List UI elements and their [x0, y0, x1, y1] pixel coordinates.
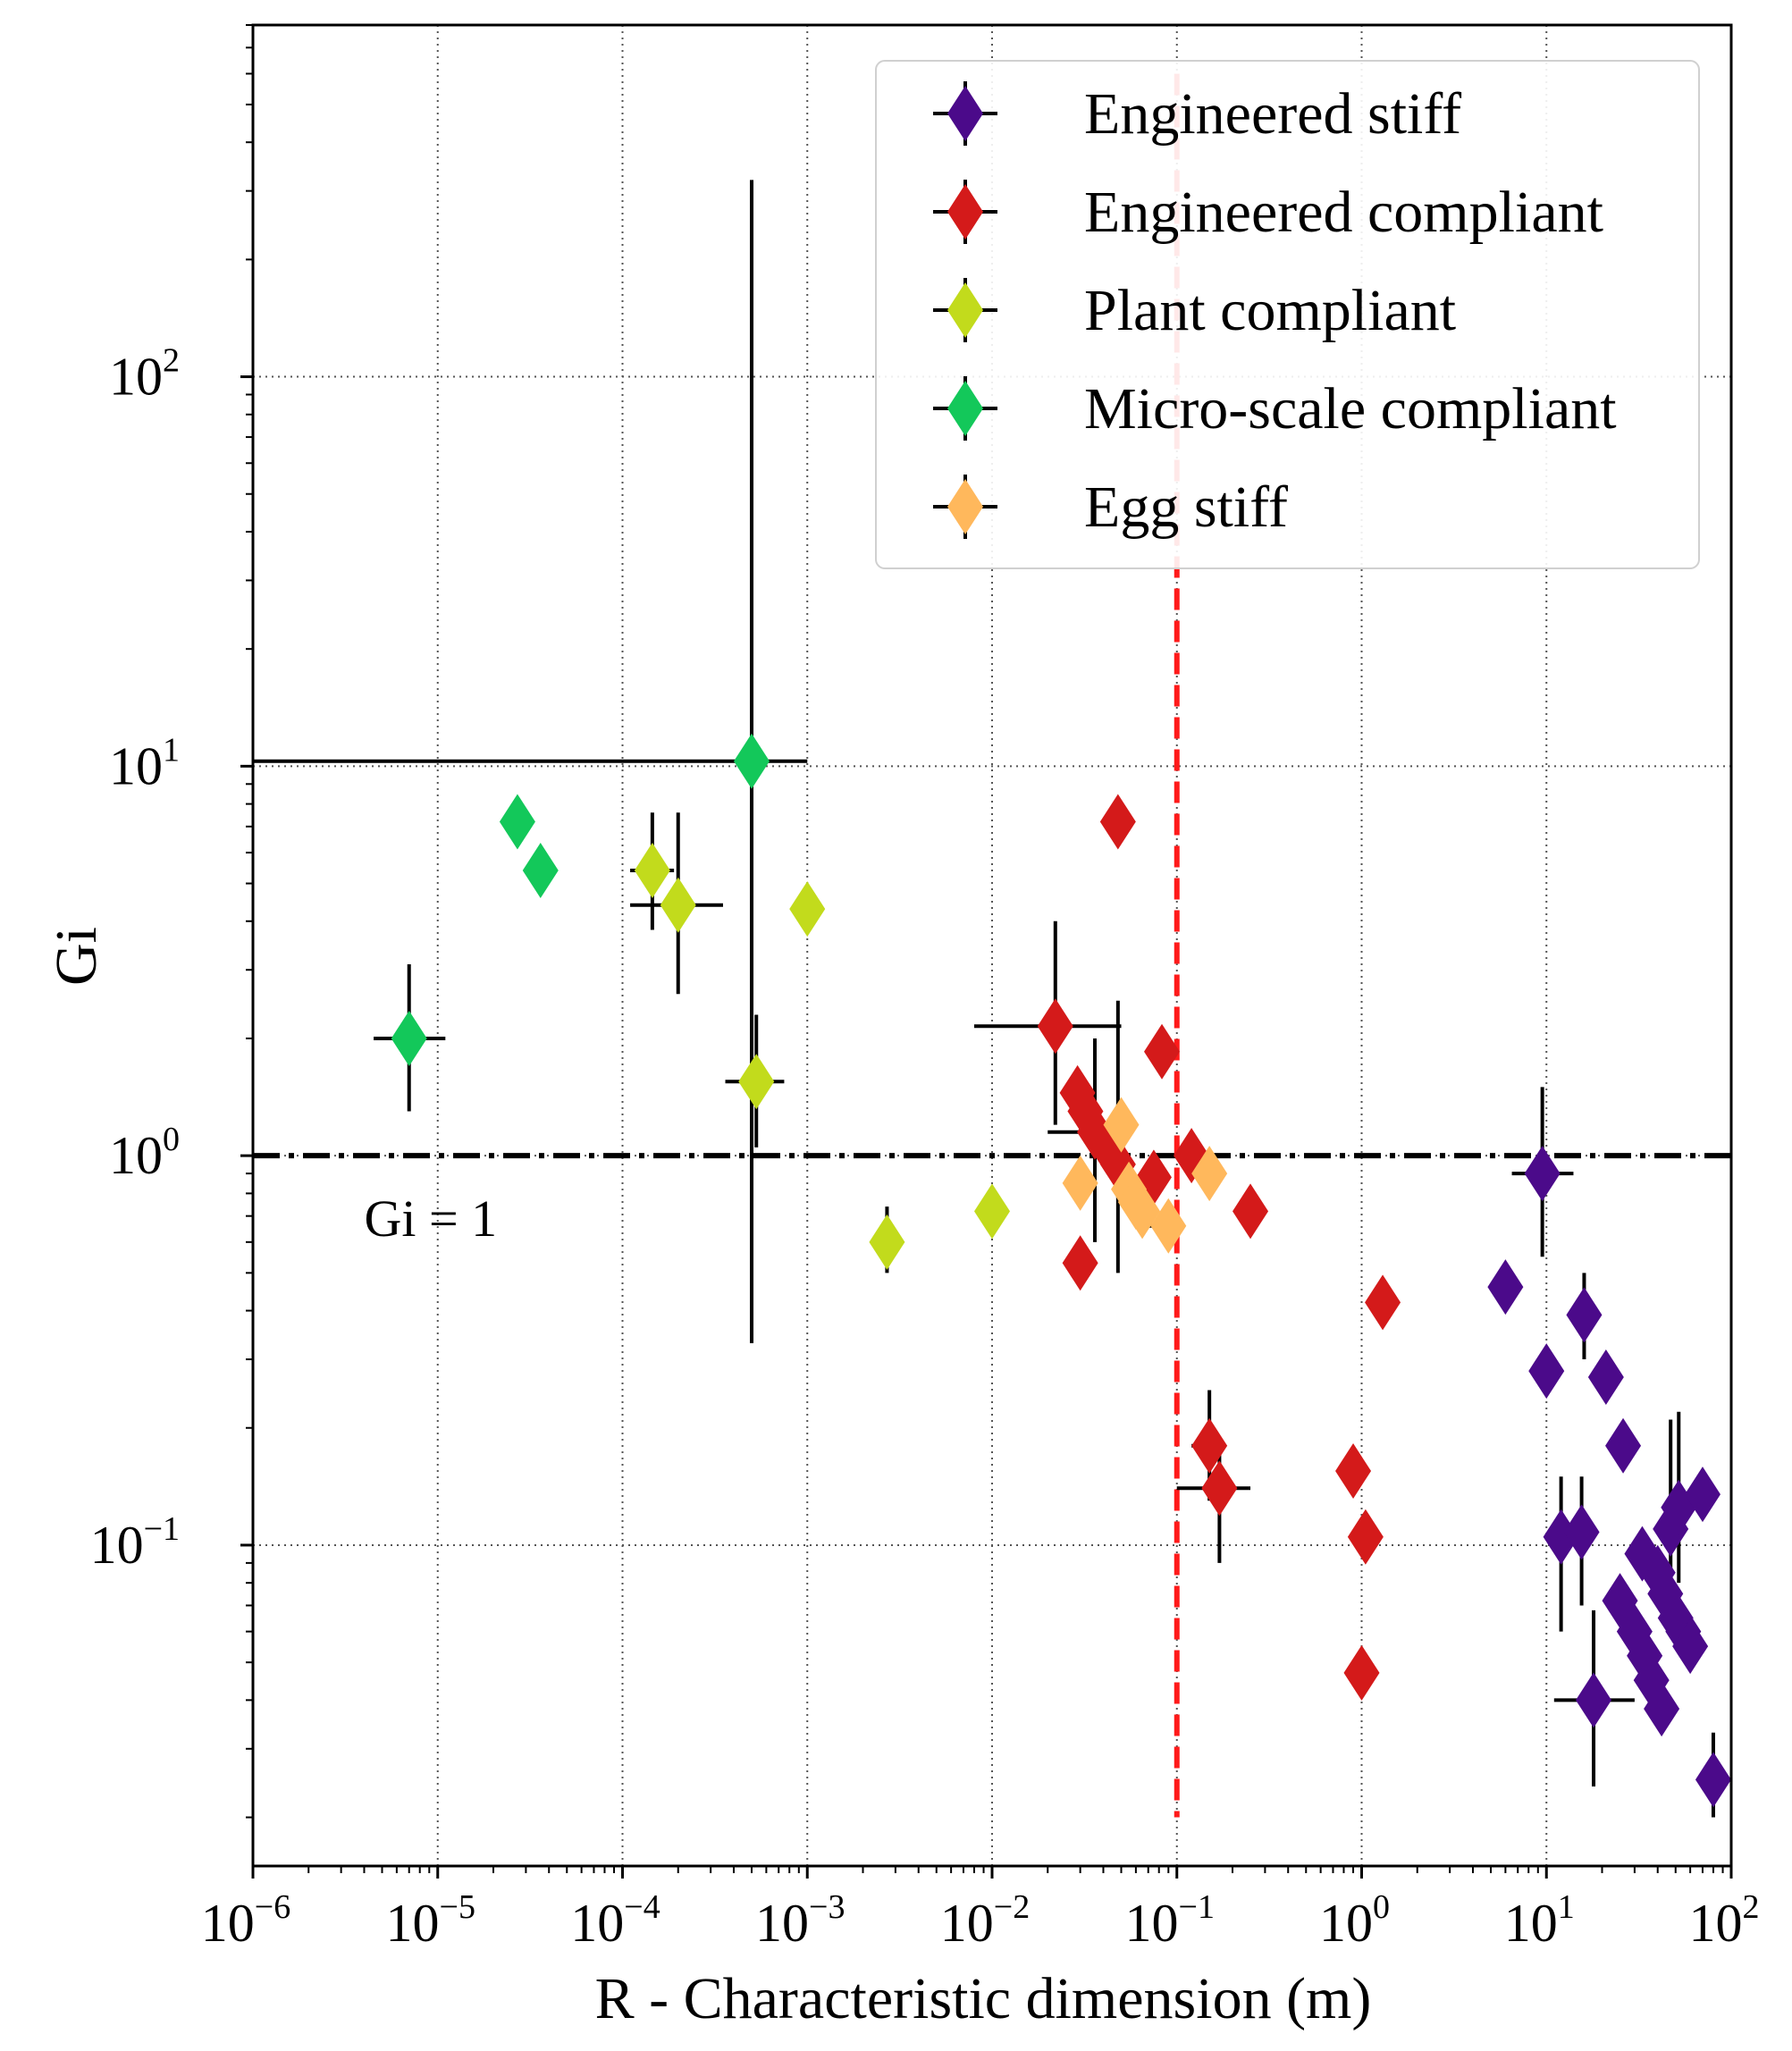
point-egg-stiff — [1150, 1198, 1187, 1254]
y-tick-label: 101 — [109, 731, 180, 795]
point-plant-compliant — [974, 1183, 1010, 1240]
point-engineered-compliant — [1335, 1442, 1372, 1499]
y-tick-labels: 10−1 100 101 102 — [90, 342, 180, 1575]
point-plant-compliant — [738, 1054, 775, 1110]
point-engineered-compliant — [1191, 1417, 1228, 1474]
point-engineered-stiff — [1644, 1681, 1680, 1737]
point-engineered-compliant — [1062, 1235, 1098, 1291]
legend-marker-engineered-compliant — [947, 184, 983, 240]
point-engineered-compliant — [1037, 998, 1073, 1055]
x-tick-labels: 10−6 10−5 10−4 10−3 10−2 10−1 100 101 102 — [201, 1888, 1760, 1953]
point-egg-stiff — [1062, 1155, 1098, 1211]
legend-label-egg-stiff: Egg stiff — [1084, 475, 1288, 540]
y-tick-label: 100 — [109, 1121, 180, 1185]
y-tick-label: 10−1 — [90, 1510, 180, 1575]
y-axis-title: Gi — [44, 927, 109, 986]
point-engineered-compliant — [1233, 1183, 1269, 1240]
point-engineered-compliant — [1365, 1274, 1401, 1331]
x-tick-label: 101 — [1504, 1888, 1575, 1953]
legend-label-engineered-compliant: Engineered compliant — [1084, 180, 1603, 245]
legend-marker-micro-scale-compliant — [947, 381, 983, 436]
data-markers — [391, 733, 1731, 1808]
x-tick-label: 10−4 — [570, 1888, 660, 1953]
point-engineered-stiff — [1587, 1349, 1624, 1405]
x-tick-label: 100 — [1319, 1888, 1390, 1953]
point-engineered-stiff — [1487, 1259, 1524, 1315]
point-engineered-stiff — [1566, 1287, 1603, 1343]
x-tick-label: 10−2 — [940, 1888, 1030, 1953]
point-engineered-compliant — [1099, 794, 1136, 850]
legend-label-plant-compliant: Plant compliant — [1084, 278, 1456, 343]
legend-label-engineered-stiff: Engineered stiff — [1084, 81, 1461, 147]
point-engineered-stiff — [1528, 1343, 1565, 1400]
legend-marker-plant-compliant — [947, 282, 983, 338]
point-plant-compliant — [634, 842, 670, 898]
point-micro-scale-compliant — [522, 842, 559, 898]
point-plant-compliant — [660, 877, 696, 933]
point-engineered-stiff — [1605, 1417, 1642, 1474]
point-engineered-stiff — [1524, 1146, 1561, 1202]
point-micro-scale-compliant — [391, 1010, 427, 1066]
point-engineered-stiff — [1672, 1618, 1709, 1675]
x-tick-label: 10−6 — [201, 1888, 290, 1953]
legend-label-micro-scale-compliant: Micro-scale compliant — [1084, 376, 1617, 441]
point-plant-compliant — [789, 881, 826, 937]
legend-marker-engineered-stiff — [947, 86, 983, 141]
gi-equals-one-label: Gi = 1 — [364, 1189, 497, 1248]
x-tick-label: 10−3 — [755, 1888, 845, 1953]
x-tick-label: 102 — [1689, 1888, 1760, 1953]
y-tick-label: 102 — [109, 342, 180, 407]
point-engineered-stiff — [1576, 1672, 1612, 1728]
point-plant-compliant — [869, 1214, 905, 1270]
legend-marker-egg-stiff — [947, 479, 983, 534]
legend: Engineered stiff Engineered compliant Plan… — [875, 60, 1700, 569]
point-egg-stiff — [1191, 1146, 1228, 1202]
point-egg-stiff — [1103, 1097, 1140, 1153]
x-tick-label: 10−1 — [1125, 1888, 1215, 1953]
point-engineered-compliant — [1201, 1460, 1238, 1517]
point-engineered-stiff — [1684, 1467, 1720, 1523]
axis-ticks — [240, 24, 1733, 1879]
x-tick-label: 10−5 — [386, 1888, 475, 1953]
legend-box — [875, 60, 1700, 569]
x-axis-title: R - Characteristic dimension (m) — [595, 1966, 1372, 2031]
point-engineered-stiff — [1563, 1504, 1600, 1560]
point-engineered-compliant — [1343, 1644, 1380, 1701]
point-micro-scale-compliant — [499, 794, 535, 850]
point-engineered-compliant — [1347, 1509, 1384, 1565]
point-engineered-stiff — [1695, 1752, 1731, 1808]
point-engineered-compliant — [1144, 1023, 1181, 1080]
point-micro-scale-compliant — [734, 733, 770, 789]
